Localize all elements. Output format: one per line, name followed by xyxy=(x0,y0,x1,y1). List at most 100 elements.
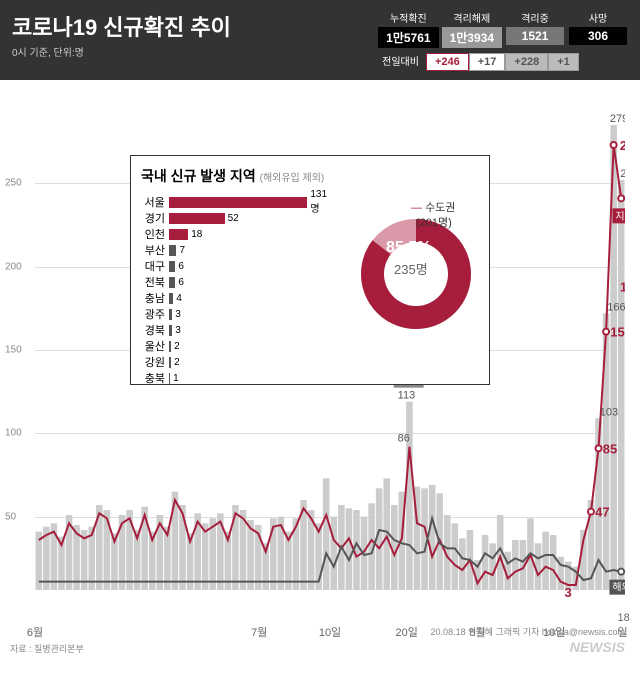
donut-label: — 수도권 xyxy=(411,199,455,215)
region-bar xyxy=(169,325,172,336)
badge-overseas-text: 해외유입 xyxy=(612,581,625,594)
stat-label: 격리해제 xyxy=(453,10,490,25)
anno-103: 103 xyxy=(600,406,618,418)
region-value: 2 xyxy=(174,341,180,352)
point-overseas xyxy=(618,569,624,575)
bar xyxy=(512,540,519,590)
anno-85: 85 xyxy=(603,441,617,456)
region-name: 경북 xyxy=(141,322,169,338)
anno-279: 279 xyxy=(610,113,625,125)
y-axis-label: 100 xyxy=(5,428,22,439)
source-text: 자료 : 질병관리본부 xyxy=(10,642,84,655)
point-domestic xyxy=(588,509,594,515)
change-box: +246 xyxy=(426,53,469,71)
region-bar xyxy=(169,261,175,272)
stats-panel: 누적확진1만5761 격리해제 1만3934 격리중 1521 사망 306 전일대비 +2… xyxy=(378,10,628,70)
region-value: 4 xyxy=(176,293,182,304)
change-label: 전일대비 xyxy=(378,51,423,70)
region-name: 인천 xyxy=(141,226,169,242)
bar xyxy=(482,535,489,590)
point-domestic xyxy=(603,329,609,335)
region-bar xyxy=(169,229,188,240)
stat-value: 306 xyxy=(569,27,627,45)
region-value: 3 xyxy=(175,325,181,336)
anno-188: 188 xyxy=(620,280,625,295)
donut-center: 235명 xyxy=(394,259,428,278)
chart-area: 50100150200250 전체11386103166279246478515… xyxy=(0,80,640,660)
stat-label: 사망 xyxy=(589,10,607,25)
stat-value: 1521 xyxy=(506,27,564,45)
region-value: 1 xyxy=(173,373,179,384)
bar xyxy=(618,180,625,590)
region-bar xyxy=(169,309,172,320)
region-row: 인천 18 xyxy=(141,226,336,242)
stat-value: 1만3934 xyxy=(442,27,502,48)
region-row: 경기 52 xyxy=(141,210,336,226)
region-row: 충북1 xyxy=(141,370,336,386)
anno-166: 166 xyxy=(607,301,625,313)
inset-content: 서울131명경기52인천18부산7대구6전북6충남4광주3경북3울산2강원2충북… xyxy=(141,194,479,386)
point-domestic xyxy=(596,445,602,451)
stat-label: 격리중 xyxy=(521,10,549,25)
stat-box: 격리중 1521 xyxy=(505,10,565,48)
stats-row-change: 전일대비 +246+17+228+1 xyxy=(378,51,628,70)
bar xyxy=(406,402,413,590)
bar xyxy=(346,508,353,590)
donut-area: — 수도권 (201명) 85.5% 235명 xyxy=(346,204,486,344)
anno-86: 86 xyxy=(398,433,410,445)
region-row: 강원 2 xyxy=(141,354,336,370)
donut-sub: (201명) xyxy=(416,214,452,230)
region-value: 18 xyxy=(191,229,202,240)
anno-267: 267 xyxy=(620,138,625,153)
region-row: 부산 7 xyxy=(141,242,336,258)
inset-title-text: 국내 신규 발생 지역 xyxy=(141,168,256,184)
title-area: 코로나19 신규확진 추이 0시 기준, 단위:명 xyxy=(12,10,231,59)
bar xyxy=(489,543,496,590)
watermark: NEWSIS xyxy=(570,639,625,655)
region-bar xyxy=(169,357,171,368)
bar xyxy=(202,523,209,590)
region-name: 대구 xyxy=(141,258,169,274)
region-row: 경북 3 xyxy=(141,322,336,338)
change-box: +1 xyxy=(548,53,579,71)
region-value: 7 xyxy=(179,245,185,256)
stat-value: 1만5761 xyxy=(378,27,438,48)
donut-pct: 85.5% xyxy=(386,239,431,257)
bar xyxy=(429,485,436,590)
inset-title: 국내 신규 발생 지역 (해외유입 제외) xyxy=(141,166,479,186)
region-bar xyxy=(169,341,171,352)
region-name: 경기 xyxy=(141,210,169,226)
region-value: 52 xyxy=(228,213,239,224)
y-axis-label: 250 xyxy=(5,178,22,189)
y-axis-label: 150 xyxy=(5,345,22,356)
bar xyxy=(550,535,557,590)
region-bar xyxy=(169,213,225,224)
stat-box: 누적확진1만5761 xyxy=(378,10,438,48)
bar xyxy=(119,515,126,590)
y-axis-label: 200 xyxy=(5,261,22,272)
bar xyxy=(323,478,330,590)
bar xyxy=(179,505,186,590)
bar xyxy=(459,538,466,590)
bar xyxy=(232,505,239,590)
region-value: 6 xyxy=(178,261,184,272)
region-row: 울산 2 xyxy=(141,338,336,354)
region-name: 서울 xyxy=(141,194,169,210)
region-name: 부산 xyxy=(141,242,169,258)
donut-label-text: 수도권 xyxy=(425,202,455,214)
stat-box: 사망 306 xyxy=(568,10,628,48)
stat-box: 격리해제 1만3934 xyxy=(442,10,502,48)
y-axis-label: 50 xyxy=(5,511,16,522)
region-row: 서울131명 xyxy=(141,194,336,210)
change-box: +17 xyxy=(469,53,506,71)
region-name: 전북 xyxy=(141,274,169,290)
region-value: 2 xyxy=(174,357,180,368)
bar xyxy=(104,510,111,590)
region-name: 울산 xyxy=(141,338,169,354)
main-title: 코로나19 신규확진 추이 xyxy=(12,10,231,42)
region-bar xyxy=(169,277,175,288)
bar xyxy=(452,523,459,590)
region-name: 강원 xyxy=(141,354,169,370)
region-row: 전북6 xyxy=(141,274,336,290)
region-bar xyxy=(169,373,170,384)
